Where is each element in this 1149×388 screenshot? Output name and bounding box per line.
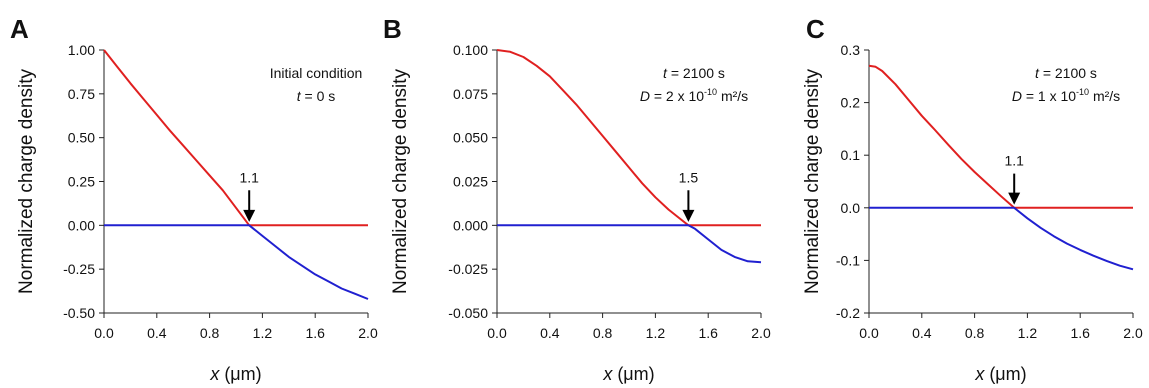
x-tick-label: 2.0 [1123, 325, 1143, 341]
series-line-positive [103, 49, 368, 227]
annotation-line-2: t = 0 s [297, 88, 336, 104]
y-tick-label: 0.25 [68, 174, 95, 190]
annotation-line-1: t = 2100 s [1035, 65, 1097, 81]
y-tick-label: -0.1 [836, 252, 860, 268]
y-axis-label: Normalized charge density [802, 69, 823, 294]
arrow-label: 1.5 [679, 169, 699, 185]
x-tick-label: 0.8 [593, 325, 613, 341]
x-tick-label: 1.2 [646, 325, 666, 341]
arrow-head [243, 209, 256, 222]
series-line-negative [869, 206, 1134, 271]
chart-panel-a: A -0.50 -0.25 0.00 0.25 0.50 0.75 1.00 0.0 0.4 0.8… [10, 14, 378, 384]
x-tick-label: 1.2 [253, 325, 273, 341]
y-tick-label: -0.25 [63, 261, 95, 277]
x-tick-label: 0.0 [94, 325, 114, 341]
y-tick-label: 0.0 [841, 200, 861, 216]
y-tick-label: -0.050 [448, 305, 488, 321]
x-axis-label: x (μm) [974, 364, 1026, 384]
y-tick-label: 0.000 [453, 217, 488, 233]
chart-panel-b: B -0.050 -0.025 0.000 0.025 0.050 0.075 0.100 0.… [383, 14, 771, 384]
x-axis-label: x (μm) [602, 364, 654, 384]
x-tick-label: 0.4 [540, 325, 560, 341]
x-tick-label: 1.2 [1018, 325, 1038, 341]
y-tick-label: -0.025 [448, 261, 488, 277]
x-tick-label: 0.4 [912, 325, 932, 341]
x-tick-label: 2.0 [358, 325, 378, 341]
arrow-head [682, 209, 695, 222]
series-line-negative [104, 224, 369, 300]
x-tick-label: 0.8 [965, 325, 985, 341]
y-tick-label: 0.100 [453, 42, 488, 58]
y-axis-label: Normalized charge density [16, 69, 37, 294]
annotation-line-1: Initial condition [270, 65, 363, 81]
y-tick-label: 0.3 [841, 42, 861, 58]
y-tick-label: 0.1 [841, 147, 861, 163]
x-tick-label: 0.0 [487, 325, 507, 341]
chart-panel-c: C -0.2 -0.1 0.0 0.1 0.2 0.3 0.0 0.4 0.8 1.2 1.6 2.0 N… [802, 14, 1143, 384]
y-tick-label: -0.50 [63, 305, 95, 321]
y-tick-label: 0.050 [453, 130, 488, 146]
x-tick-label: 0.8 [200, 325, 220, 341]
x-tick-label: 1.6 [305, 325, 325, 341]
arrow-label: 1.1 [1004, 153, 1024, 169]
panel-label: B [383, 14, 402, 44]
series-line-positive [868, 64, 1133, 209]
x-tick-label: 0.4 [147, 325, 167, 341]
y-tick-label: 0.00 [68, 217, 95, 233]
annotation-line-2: D = 1 x 10-10 m²/s [1012, 87, 1120, 104]
y-tick-label: 0.50 [68, 130, 95, 146]
y-axis-label: Normalized charge density [390, 69, 411, 294]
arrow-label: 1.1 [239, 169, 259, 185]
panel-label: A [10, 14, 29, 44]
y-tick-label: 1.00 [68, 42, 95, 58]
y-tick-label: 0.075 [453, 86, 488, 102]
annotation-line-2: D = 2 x 10-10 m²/s [640, 87, 748, 104]
x-tick-label: 0.0 [859, 325, 879, 341]
annotation-line-1: t = 2100 s [663, 65, 725, 81]
x-tick-label: 1.6 [1070, 325, 1090, 341]
y-tick-label: 0.75 [68, 86, 95, 102]
x-tick-label: 2.0 [751, 325, 771, 341]
panel-label: C [806, 14, 825, 44]
x-axis-label: x (μm) [209, 364, 261, 384]
y-tick-label: 0.025 [453, 174, 488, 190]
series-line-negative [497, 224, 762, 264]
y-tick-label: -0.2 [836, 305, 860, 321]
y-tick-label: 0.2 [841, 95, 861, 111]
x-tick-label: 1.6 [698, 325, 718, 341]
arrow-head [1008, 192, 1021, 205]
